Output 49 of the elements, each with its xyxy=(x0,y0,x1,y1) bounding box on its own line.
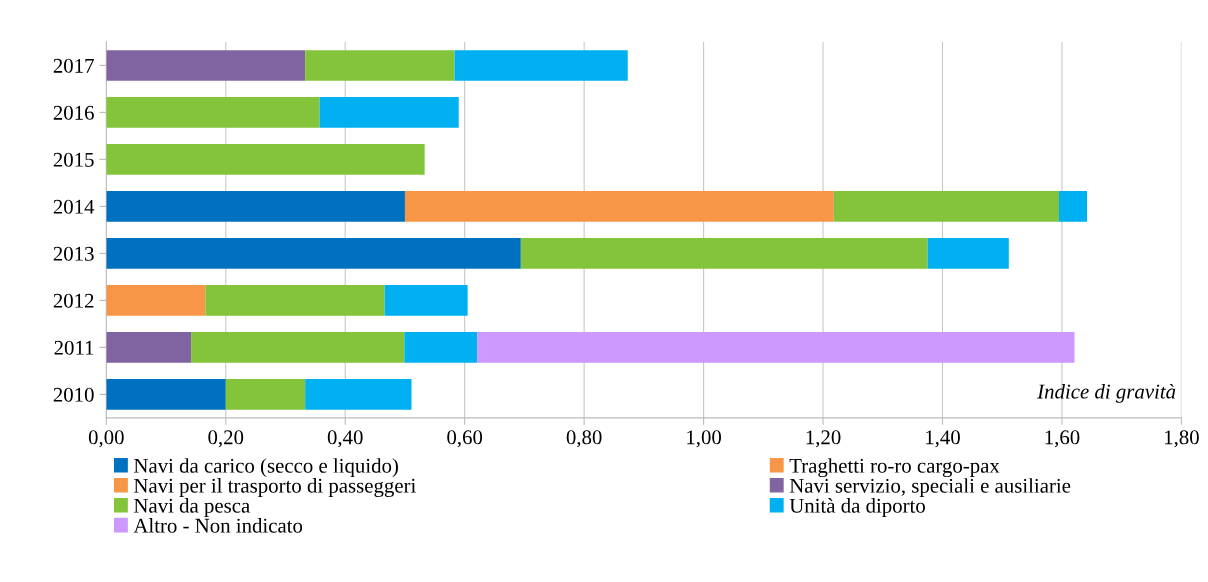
legend-label: Navi per il trasporto di passeggeri xyxy=(133,478,416,498)
y-tick-label: 2013 xyxy=(53,246,94,261)
x-tick-label: 1,40 xyxy=(926,430,960,448)
bar xyxy=(404,191,834,222)
x-tick-label: 0,20 xyxy=(208,430,244,448)
y-tick-label: 2016 xyxy=(53,105,94,120)
bar xyxy=(1058,191,1088,222)
y-tick-label: 2011 xyxy=(54,340,94,355)
bar xyxy=(319,97,459,128)
y-tick-label: 2015 xyxy=(53,152,94,167)
bar xyxy=(404,332,478,363)
bar xyxy=(106,285,206,316)
bar xyxy=(191,332,405,363)
bar xyxy=(477,332,1075,363)
legend-label: Navi servizio, speciali e ausiliarie xyxy=(789,478,1071,498)
bar xyxy=(454,50,628,81)
y-tick-label: 2012 xyxy=(53,293,94,308)
bar xyxy=(305,379,412,410)
bar xyxy=(927,238,1009,269)
x-tick-label: 0,80 xyxy=(566,430,602,448)
x-tick-label: 1,20 xyxy=(806,430,841,448)
bar xyxy=(106,379,226,410)
legend-label: Navi da pesca xyxy=(133,498,250,517)
bar xyxy=(106,191,405,222)
bar xyxy=(305,50,455,81)
legend-label: Navi da carico (secco e liquido) xyxy=(133,458,398,478)
bar xyxy=(106,238,521,269)
x-tick-label: 1,60 xyxy=(1045,430,1080,448)
bar xyxy=(106,332,192,363)
bar xyxy=(225,379,306,410)
bar xyxy=(205,285,385,316)
legend-label: Altro - Non indicato xyxy=(133,518,303,533)
annotation: Indice di gravità xyxy=(1037,383,1176,403)
x-tick-label: 0,60 xyxy=(447,430,483,448)
bar xyxy=(106,50,306,81)
bar xyxy=(520,238,928,269)
y-tick-label: 2017 xyxy=(53,58,94,73)
x-tick-label: 1,80 xyxy=(1165,430,1199,448)
bar xyxy=(106,144,425,175)
x-tick-label: 0,00 xyxy=(88,430,124,448)
x-tick-label: 1,00 xyxy=(687,430,722,448)
x-tick-label: 0,40 xyxy=(327,430,363,448)
bar xyxy=(384,285,468,316)
legend-label: Unità da diporto xyxy=(789,498,925,518)
y-tick-label: 2014 xyxy=(53,199,95,214)
bar xyxy=(106,97,320,128)
legend-label: Traghetti ro-ro cargo-pax xyxy=(789,458,1000,478)
bar xyxy=(833,191,1059,222)
y-tick-label: 2010 xyxy=(53,387,94,402)
